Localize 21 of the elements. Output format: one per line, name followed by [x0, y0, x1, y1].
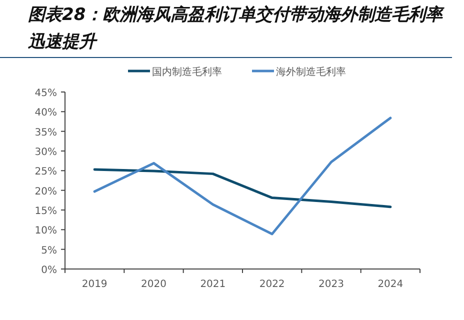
- y-tick-label: 30%: [34, 147, 57, 158]
- x-tick-label: 2019: [82, 279, 108, 290]
- y-tick-label: 35%: [34, 127, 57, 138]
- y-tick-label: 0%: [41, 265, 57, 276]
- y-tick-label: 20%: [34, 186, 57, 198]
- x-tick-label: 2021: [200, 279, 226, 290]
- x-tick-label: 2024: [378, 279, 404, 290]
- legend-label: 国内制造毛利率: [152, 66, 222, 78]
- y-tick-label: 25%: [34, 166, 57, 178]
- line-series: [93, 116, 392, 236]
- x-tick-label: 2023: [318, 279, 344, 290]
- y-tick-label: 10%: [34, 226, 57, 237]
- chart-title: 图表28：欧洲海风高盈利订单交付带动海外制造毛利率迅速提升: [28, 4, 446, 54]
- y-tick-label: 15%: [34, 206, 57, 217]
- y-tick-label: 45%: [34, 88, 57, 99]
- y-tick-label: 40%: [34, 108, 57, 119]
- x-tick-label: 2022: [259, 279, 285, 290]
- y-tick-label: 5%: [41, 245, 57, 256]
- line-series: [93, 168, 392, 208]
- legend-label: 海外制造毛利率: [276, 66, 346, 78]
- x-tick-label: 2020: [141, 279, 166, 290]
